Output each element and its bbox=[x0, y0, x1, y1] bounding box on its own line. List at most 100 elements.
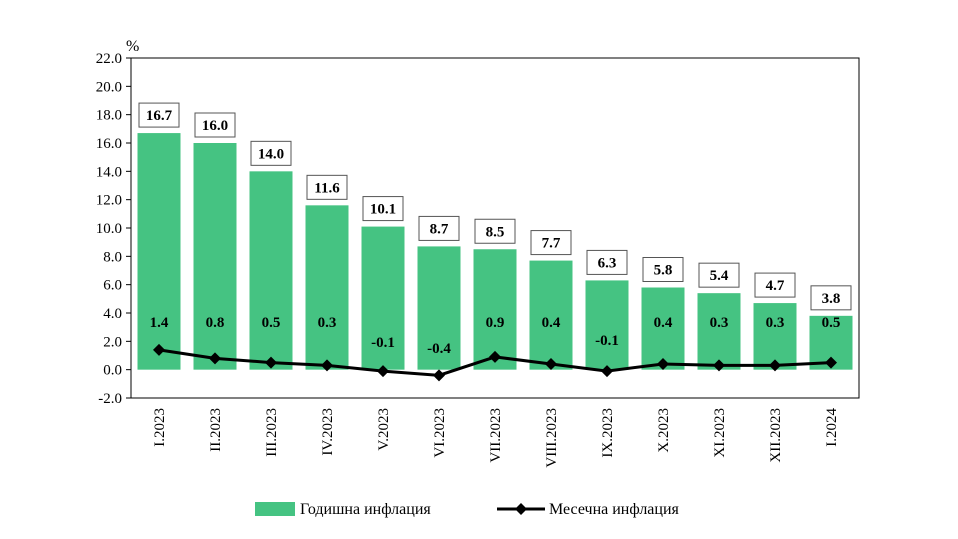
y-tick-label: 8.0 bbox=[103, 249, 122, 265]
monthly-inflation-marker bbox=[153, 343, 165, 356]
annual-inflation-bar bbox=[585, 280, 629, 370]
bar-value-box bbox=[418, 215, 460, 241]
y-axis-ticks: 22.0 20.0 18.0 16.0 14.0 12.0 10.0 8.0 6.0 4.0 2.0… bbox=[96, 51, 131, 407]
plot-area bbox=[130, 57, 860, 399]
bar-value-box bbox=[810, 285, 852, 311]
line-value-label: 0.9 bbox=[486, 315, 505, 331]
bar-value-box bbox=[474, 218, 516, 244]
monthly-inflation-marker bbox=[825, 356, 837, 369]
bar-value-box bbox=[754, 272, 796, 298]
monthly-inflation-marker bbox=[433, 369, 445, 382]
x-tick-label: VIII.2023 bbox=[544, 408, 560, 468]
monthly-inflation-marker bbox=[601, 365, 613, 378]
y-tick-label: 6.0 bbox=[103, 278, 122, 294]
annual-inflation-bar bbox=[529, 260, 573, 370]
line-value-label: -0.1 bbox=[595, 333, 619, 349]
line-value-label: -0.4 bbox=[427, 341, 451, 357]
bar-value-label: 5.8 bbox=[654, 263, 673, 279]
legend-marker-monthly bbox=[515, 503, 527, 515]
x-tick-label: X.2023 bbox=[656, 408, 672, 453]
monthly-inflation-marker bbox=[321, 359, 333, 372]
bar-value-label: 5.4 bbox=[710, 268, 729, 284]
bar-value-label: 8.7 bbox=[430, 221, 449, 237]
line-value-label: 0.8 bbox=[206, 315, 225, 331]
bar-value-label: 6.3 bbox=[598, 255, 617, 271]
bar-value-label: 7.7 bbox=[542, 236, 561, 252]
bar-value-box bbox=[250, 140, 292, 166]
monthly-inflation-marker bbox=[265, 356, 277, 369]
legend-label-annual: Годишна инфлация bbox=[300, 501, 431, 518]
legend-label-monthly: Месечна инфлация bbox=[549, 501, 680, 518]
bar-value-box bbox=[362, 196, 404, 222]
x-tick-label: IX.2023 bbox=[600, 408, 616, 458]
line-value-label: 0.5 bbox=[822, 315, 841, 331]
monthly-inflation-line bbox=[153, 343, 837, 382]
bar-value-label: 16.0 bbox=[202, 118, 228, 134]
monthly-inflation-marker bbox=[545, 358, 557, 370]
bar-value-box bbox=[306, 174, 348, 200]
line-value-label: 0.3 bbox=[766, 315, 785, 331]
annual-inflation-bar bbox=[249, 171, 293, 370]
y-tick-label: -2.0 bbox=[98, 391, 122, 407]
annual-inflation-bar bbox=[641, 287, 685, 370]
y-tick-label: 16.0 bbox=[96, 136, 122, 152]
bar-value-label: 16.7 bbox=[146, 108, 173, 124]
annual-inflation-labels: 16.7 16.0 14.0 11.6 10.1 8.7 8.5 7.7 6.3 5.8 5.4 4.… bbox=[138, 102, 852, 311]
annual-inflation-bar bbox=[697, 293, 741, 370]
bar-value-label: 3.8 bbox=[822, 291, 841, 307]
annual-inflation-bar bbox=[417, 246, 461, 370]
monthly-inflation-marker bbox=[489, 350, 501, 363]
x-tick-label: VII.2023 bbox=[488, 408, 504, 463]
legend-swatch-annual bbox=[255, 502, 295, 516]
annual-inflation-bar bbox=[473, 249, 517, 370]
bar-value-label: 10.1 bbox=[370, 202, 396, 218]
x-tick-label: VI.2023 bbox=[432, 408, 448, 458]
annual-inflation-bar bbox=[193, 143, 237, 370]
monthly-inflation-marker bbox=[657, 358, 669, 370]
bar-value-label: 4.7 bbox=[766, 278, 785, 294]
y-tick-label: 18.0 bbox=[96, 108, 122, 124]
y-tick-label: 22.0 bbox=[96, 51, 122, 67]
bar-value-box bbox=[530, 230, 572, 256]
bar-value-box bbox=[586, 249, 628, 275]
line-value-label: 0.3 bbox=[710, 315, 729, 331]
line-value-label: 0.5 bbox=[262, 315, 281, 331]
bar-value-box bbox=[698, 262, 740, 288]
monthly-inflation-labels: 1.4 0.8 0.5 0.3 -0.1 -0.4 0.9 0.4 -0.1 0.4 0.3 0.3 0… bbox=[150, 315, 841, 357]
line-value-label: 0.4 bbox=[542, 315, 561, 331]
x-tick-label: II.2023 bbox=[208, 408, 224, 452]
x-tick-label: III.2023 bbox=[264, 408, 280, 457]
x-tick-label: V.2023 bbox=[376, 408, 392, 451]
annual-inflation-bar bbox=[137, 133, 181, 370]
line-value-label: 0.4 bbox=[654, 315, 673, 331]
y-tick-label: 12.0 bbox=[96, 193, 122, 209]
x-axis-ticks: I.2023 II.2023 III.2023 IV.2023 V.2023 VI.202… bbox=[152, 408, 840, 468]
bar-value-box bbox=[138, 102, 180, 128]
annual-inflation-bar bbox=[753, 303, 797, 370]
x-tick-label: XII.2023 bbox=[768, 408, 784, 463]
x-tick-label: I.2024 bbox=[824, 408, 840, 447]
y-tick-label: 2.0 bbox=[103, 334, 122, 350]
legend: Годишна инфлация Месечна инфлация bbox=[255, 501, 680, 518]
x-tick-label: I.2023 bbox=[152, 408, 168, 447]
line-value-label: 1.4 bbox=[150, 315, 169, 331]
bar-value-label: 11.6 bbox=[314, 180, 340, 196]
y-tick-label: 14.0 bbox=[96, 164, 122, 180]
annual-inflation-bars bbox=[137, 133, 853, 370]
monthly-inflation-marker bbox=[209, 352, 221, 365]
bar-value-label: 8.5 bbox=[486, 224, 505, 240]
monthly-inflation-marker bbox=[377, 365, 389, 378]
line-value-label: -0.1 bbox=[371, 335, 395, 351]
monthly-inflation-marker bbox=[769, 359, 781, 372]
bar-value-box bbox=[194, 112, 236, 138]
y-tick-label: 0.0 bbox=[103, 363, 122, 379]
bar-value-label: 14.0 bbox=[258, 146, 284, 162]
x-tick-label: XI.2023 bbox=[712, 408, 728, 458]
annual-inflation-bar bbox=[361, 226, 405, 370]
annual-inflation-bar bbox=[305, 205, 349, 370]
bar-value-box bbox=[642, 257, 684, 282]
x-tick-label: IV.2023 bbox=[320, 408, 336, 456]
y-tick-label: 20.0 bbox=[96, 79, 122, 95]
y-tick-label: 4.0 bbox=[103, 306, 122, 322]
